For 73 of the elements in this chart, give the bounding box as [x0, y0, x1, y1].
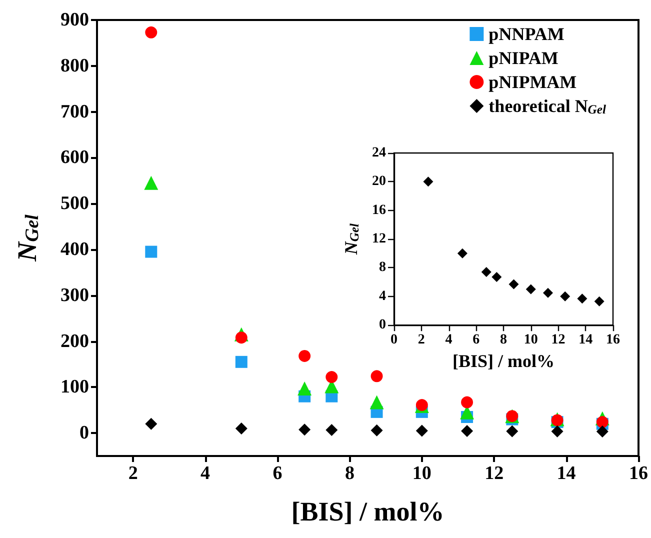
y-tick-label: 500 — [60, 193, 89, 214]
y-tick-label: 24 — [372, 146, 386, 160]
point — [594, 296, 604, 306]
x-tick-label: 16 — [629, 463, 648, 484]
x-axis-title: [BIS] / mol% — [291, 496, 444, 526]
y-tick-label: 12 — [372, 232, 386, 247]
point — [526, 284, 536, 294]
x-tick-label: 6 — [272, 463, 282, 484]
y-tick-label: 4 — [379, 288, 386, 304]
y-tick-label: 0 — [379, 318, 386, 333]
legend-label: theoretical NGel — [488, 96, 606, 117]
point — [235, 422, 248, 434]
point — [577, 294, 588, 304]
point — [596, 426, 608, 438]
point — [560, 291, 570, 302]
x-tick-label: 14 — [578, 332, 593, 348]
point — [298, 424, 311, 436]
point — [551, 425, 564, 438]
x-tick-label: 10 — [412, 463, 432, 484]
point — [145, 246, 158, 258]
point — [423, 176, 434, 187]
point — [461, 424, 474, 437]
point — [298, 350, 311, 362]
y-tick-label: 0 — [80, 422, 89, 444]
point — [326, 424, 338, 436]
x-tick-label: 0 — [390, 332, 398, 348]
legend-label: pNNPAM — [488, 24, 564, 44]
legend-label: pNIPAM — [488, 48, 558, 68]
x-tick-label: 16 — [606, 332, 620, 348]
point — [235, 332, 248, 344]
point — [457, 248, 468, 258]
point — [492, 272, 502, 282]
x-tick-label: 8 — [500, 332, 507, 348]
point — [370, 370, 383, 382]
x-tick-label: 4 — [200, 463, 211, 484]
x-tick-label: 8 — [344, 463, 354, 484]
x-axis-title: [BIS] / mol% — [452, 351, 555, 371]
x-tick-label: 10 — [524, 332, 538, 348]
point — [370, 395, 384, 410]
y-tick-label: 300 — [60, 284, 89, 306]
point — [326, 371, 338, 384]
point — [370, 424, 383, 436]
point — [461, 396, 474, 408]
y-tick-label: 8 — [379, 260, 386, 276]
point — [481, 267, 492, 278]
point — [298, 382, 312, 396]
y-axis-title: NGel — [341, 222, 362, 256]
x-tick-label: 2 — [418, 332, 425, 348]
y-tick-label: 800 — [60, 55, 89, 76]
point — [235, 356, 248, 368]
x-tick-label: 12 — [484, 463, 504, 484]
point — [416, 424, 428, 437]
x-tick-label: 6 — [472, 332, 480, 348]
point — [145, 418, 158, 430]
point — [508, 279, 519, 290]
point — [144, 176, 158, 190]
y-tick-label: 200 — [60, 330, 89, 352]
y-axis-title: NGel — [12, 214, 43, 262]
point — [145, 26, 158, 38]
y-tick-label: 700 — [60, 101, 89, 122]
y-tick-label: 20 — [372, 174, 386, 190]
y-tick-label: 600 — [60, 147, 89, 168]
point — [506, 425, 518, 438]
x-tick-label: 4 — [445, 332, 452, 348]
y-tick-label: 16 — [372, 202, 386, 218]
x-tick-label: 14 — [556, 463, 576, 484]
point — [542, 288, 553, 298]
x-tick-label: 2 — [128, 463, 138, 484]
y-tick-label: 900 — [60, 10, 89, 30]
legend-label: pNIPMAM — [488, 72, 577, 92]
y-tick-label: 400 — [60, 238, 89, 260]
y-tick-label: 100 — [60, 376, 89, 398]
x-tick-label: 12 — [551, 332, 566, 348]
